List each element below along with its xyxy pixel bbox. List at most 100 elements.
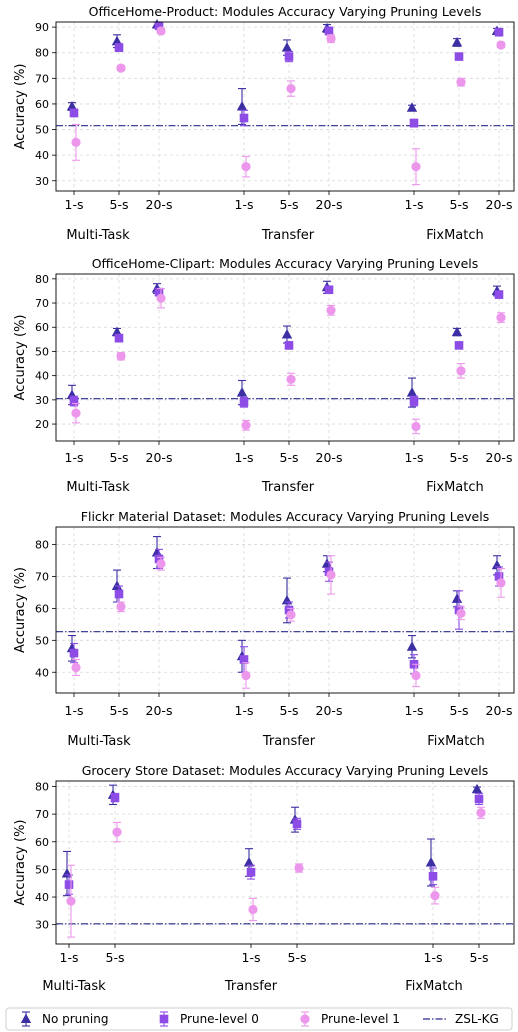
data-point <box>241 162 251 172</box>
data-point <box>406 641 418 651</box>
plot-frame <box>55 273 515 442</box>
data-point <box>476 808 486 818</box>
data-point <box>284 341 294 350</box>
x-tick-label: 5-s <box>280 450 299 465</box>
data-point <box>236 387 248 397</box>
y-tick-label: 50 <box>35 345 49 358</box>
group-label: Multi-Task <box>66 228 130 243</box>
data-point <box>281 594 293 605</box>
data-point <box>454 341 464 350</box>
data-point <box>406 102 418 112</box>
data-point <box>491 559 503 570</box>
data-point <box>494 290 504 299</box>
x-tick-label: 1-s <box>60 950 79 965</box>
chart-panel-2: OfficeHome-Clipart: Modules Accuracy Var… <box>13 256 515 495</box>
data-point <box>451 593 463 603</box>
data-point <box>156 293 166 303</box>
data-point <box>496 312 506 323</box>
x-tick-label: 1-s <box>405 450 424 465</box>
data-point <box>239 113 249 123</box>
data-point <box>111 326 123 337</box>
data-point <box>241 420 251 430</box>
x-tick-label: 5-s <box>288 950 307 965</box>
chart-panel-3: Flickr Material Dataset: Modules Accurac… <box>13 509 515 749</box>
data-point <box>154 287 164 297</box>
data-point <box>406 387 418 397</box>
data-point <box>471 783 483 794</box>
data-point <box>456 77 466 87</box>
x-tick-label: 5-s <box>110 703 129 718</box>
x-tick-label: 1-s <box>242 950 261 965</box>
y-tick-label: 70 <box>35 808 49 821</box>
data-point <box>496 40 506 50</box>
x-tick-label: 20-s <box>486 450 513 465</box>
group-label: Multi-Task <box>67 734 131 749</box>
data-point <box>248 904 258 915</box>
x-tick-label: 5-s <box>470 950 489 965</box>
group-label: Transfer <box>262 734 316 749</box>
y-tick-label: 50 <box>35 124 49 137</box>
data-point <box>286 610 296 620</box>
y-tick-label: 60 <box>35 602 49 615</box>
data-point <box>114 589 124 599</box>
data-point <box>286 83 296 94</box>
data-point <box>154 21 164 31</box>
x-tick-label: 1-s <box>235 197 254 212</box>
data-point <box>430 891 440 901</box>
x-tick-label: 5-s <box>106 950 125 965</box>
group-label: Multi-Task <box>42 979 106 994</box>
data-point <box>71 408 81 418</box>
x-tick-label: 20-s <box>486 703 513 718</box>
data-point <box>156 26 166 36</box>
data-point <box>409 118 419 128</box>
x-tick-label: 1-s <box>405 703 424 718</box>
plot-frame <box>55 526 515 694</box>
data-point <box>454 52 464 61</box>
data-point <box>409 396 419 406</box>
x-tick-label: 20-s <box>146 450 173 465</box>
data-point <box>284 52 294 61</box>
data-point <box>64 880 74 889</box>
x-tick-label: 20-s <box>316 703 343 718</box>
y-tick-label: 70 <box>35 297 49 310</box>
data-point <box>116 63 126 73</box>
legend-marker <box>20 1013 32 1023</box>
data-point <box>69 396 79 406</box>
data-point <box>411 421 421 432</box>
chart-title: OfficeHome-Product: Modules Accuracy Var… <box>89 4 482 19</box>
group-label: Multi-Task <box>66 480 130 495</box>
legend-label: ZSL-KG <box>455 1012 499 1026</box>
group-label: Transfer <box>261 228 315 243</box>
y-tick-label: 40 <box>35 370 49 383</box>
y-tick-label: 60 <box>35 836 49 849</box>
y-tick-label: 30 <box>35 175 49 188</box>
x-tick-label: 5-s <box>280 197 299 212</box>
x-tick-label: 1-s <box>405 197 424 212</box>
y-tick-label: 30 <box>35 394 49 407</box>
chart-title: Flickr Material Dataset: Modules Accurac… <box>81 509 489 524</box>
chart-panel-1: OfficeHome-Product: Modules Accuracy Var… <box>13 4 515 243</box>
x-tick-label: 1-s <box>424 950 443 965</box>
data-point <box>110 793 120 802</box>
data-point <box>114 43 124 52</box>
y-tick-label: 50 <box>35 863 49 876</box>
x-tick-label: 5-s <box>450 703 469 718</box>
data-point <box>474 794 484 804</box>
y-tick-label: 80 <box>35 273 49 286</box>
y-tick-label: 80 <box>35 47 49 60</box>
x-tick-label: 5-s <box>280 703 299 718</box>
data-point <box>241 670 251 681</box>
legend-item: Prune-level 0 <box>159 1011 259 1027</box>
x-tick-label: 5-s <box>450 197 469 212</box>
legend-marker <box>159 1014 169 1024</box>
legend-item: ZSL-KG <box>423 1012 499 1026</box>
data-point <box>66 101 78 111</box>
y-tick-label: 80 <box>35 539 49 552</box>
chart-panel-4: Grocery Store Dataset: Modules Accuracy … <box>13 763 515 994</box>
data-point <box>111 35 123 46</box>
x-tick-label: 20-s <box>146 703 173 718</box>
data-point <box>243 857 255 867</box>
data-point <box>496 578 506 588</box>
data-point <box>321 558 333 568</box>
